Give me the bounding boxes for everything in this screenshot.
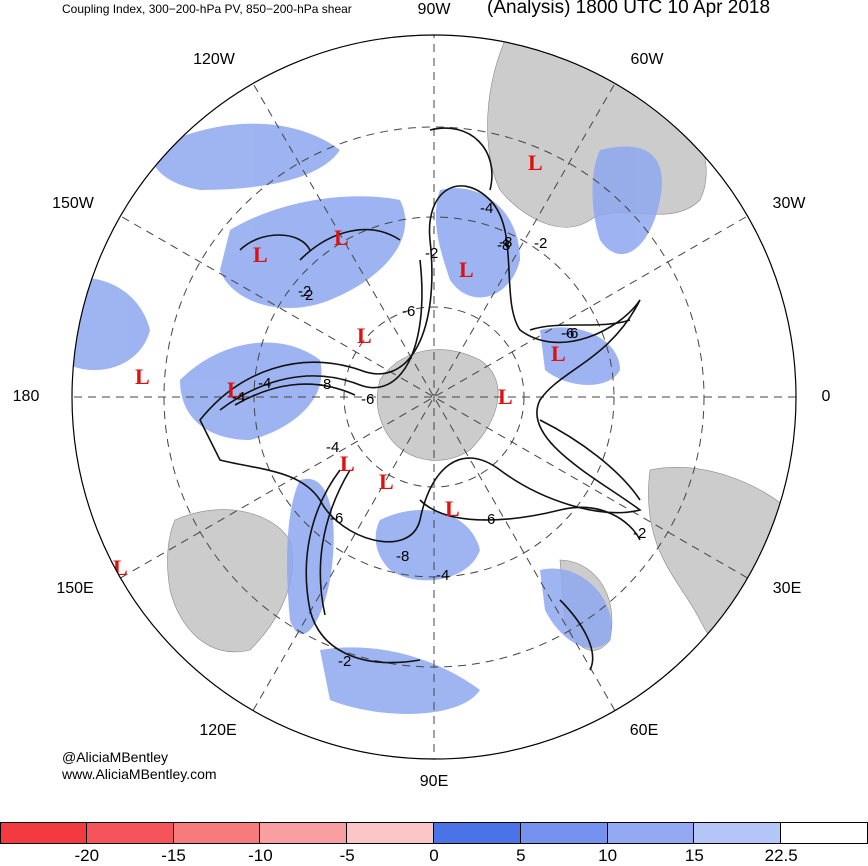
- map-field: L L L L L L L L L L L L L -2 -4 -6 -8 -2…: [72, 35, 796, 759]
- map-title: Coupling Index, 300−200-hPa PV, 850−200-…: [62, 2, 352, 16]
- colorbar-segment: [347, 822, 434, 844]
- low-marker: L: [135, 364, 150, 389]
- contour-label: -8: [499, 234, 512, 251]
- colorbar-tick-label: -5: [339, 846, 355, 865]
- colorbar-tick-label: 0: [429, 846, 439, 865]
- lon-label-30w: 30W: [772, 195, 806, 212]
- low-marker: L: [340, 451, 355, 476]
- colorbar-segment: [433, 822, 521, 844]
- contour-label: -4: [232, 389, 245, 406]
- contour-label: -6: [330, 510, 343, 527]
- credit-handle: @AliciaMBentley: [62, 749, 169, 765]
- lon-label-90w: 90W: [417, 1, 451, 18]
- colorbar-segment: [0, 822, 87, 844]
- colorbar-tick-label: 15: [684, 846, 704, 865]
- credit-website: www.AliciaMBentley.com: [62, 766, 217, 782]
- colorbar-segment: [607, 822, 695, 844]
- colorbar-segment: [781, 822, 868, 844]
- contour-label: -2: [633, 525, 646, 542]
- contour-label: -2: [300, 287, 313, 304]
- low-marker: L: [551, 341, 566, 366]
- low-marker: L: [379, 469, 394, 494]
- lon-label-90e: 90E: [419, 773, 449, 790]
- lon-label-180: 180: [12, 388, 40, 405]
- contour-label: -6: [402, 303, 415, 320]
- low-marker: L: [528, 150, 543, 175]
- contour-label: -8: [318, 376, 331, 393]
- colorbar-segment: [694, 822, 782, 844]
- contour-label: -6: [361, 391, 374, 408]
- contour-label: -4: [436, 567, 449, 584]
- contour-label: -2: [534, 235, 547, 252]
- contour-label: -6: [561, 325, 574, 342]
- lon-label-30e: 30E: [772, 580, 802, 597]
- contour-label: -8: [497, 237, 510, 254]
- colorbar-tick-label: -20: [74, 846, 100, 865]
- colorbar-tick-label: -10: [248, 846, 273, 865]
- contour-label: -4: [480, 200, 493, 217]
- contour-label: -2: [425, 245, 438, 262]
- low-marker: L: [445, 496, 460, 521]
- contour-label: -4: [258, 375, 271, 392]
- low-pressure-markers: L L L L L L L L L L L L L: [113, 150, 566, 580]
- lat-lon-grid: [72, 35, 796, 759]
- colorbar-segment: [86, 822, 174, 844]
- contour-labels: -2 -4 -6 -8 -2 -6 -4 -8 -6 -4 -6 -8 -6 -…: [232, 200, 646, 670]
- contour-label: -4: [326, 439, 339, 456]
- colorbar-tick-label: -15: [161, 846, 186, 865]
- lon-label-60w: 60W: [630, 51, 664, 68]
- lon-label-150e: 150E: [56, 580, 94, 597]
- colorbar-tick-label: 5: [516, 846, 526, 865]
- map-boundary: [71, 34, 797, 760]
- lon-label-150w: 150W: [52, 195, 94, 212]
- lon-label-120w: 120W: [193, 51, 235, 68]
- lon-label-60e: 60E: [629, 722, 659, 739]
- map-valid-time: (Analysis) 1800 UTC 10 Apr 2018: [487, 0, 771, 18]
- contour-label: -6: [482, 511, 495, 528]
- low-marker: L: [459, 257, 474, 282]
- low-marker: L: [334, 225, 349, 250]
- colorbar-segment: [173, 822, 261, 844]
- low-marker: L: [357, 323, 372, 348]
- low-marker: L: [498, 384, 513, 409]
- contour-label: -2: [298, 283, 311, 300]
- colorbar: [0, 822, 868, 844]
- pv-contours: [199, 127, 642, 671]
- colorbar-segment: [520, 822, 608, 844]
- lon-label-0: 0: [821, 388, 831, 405]
- lon-label-120e: 120E: [199, 722, 237, 739]
- low-marker: L: [227, 377, 242, 402]
- contour-label: -8: [396, 548, 409, 565]
- colorbar-segment: [260, 822, 348, 844]
- contour-label: -2: [338, 653, 351, 670]
- low-marker: L: [253, 242, 268, 267]
- colorbar-tick-label: 10: [598, 846, 618, 865]
- colorbar-tick-label: 22.5: [764, 846, 798, 865]
- contour-label: -6: [565, 325, 578, 342]
